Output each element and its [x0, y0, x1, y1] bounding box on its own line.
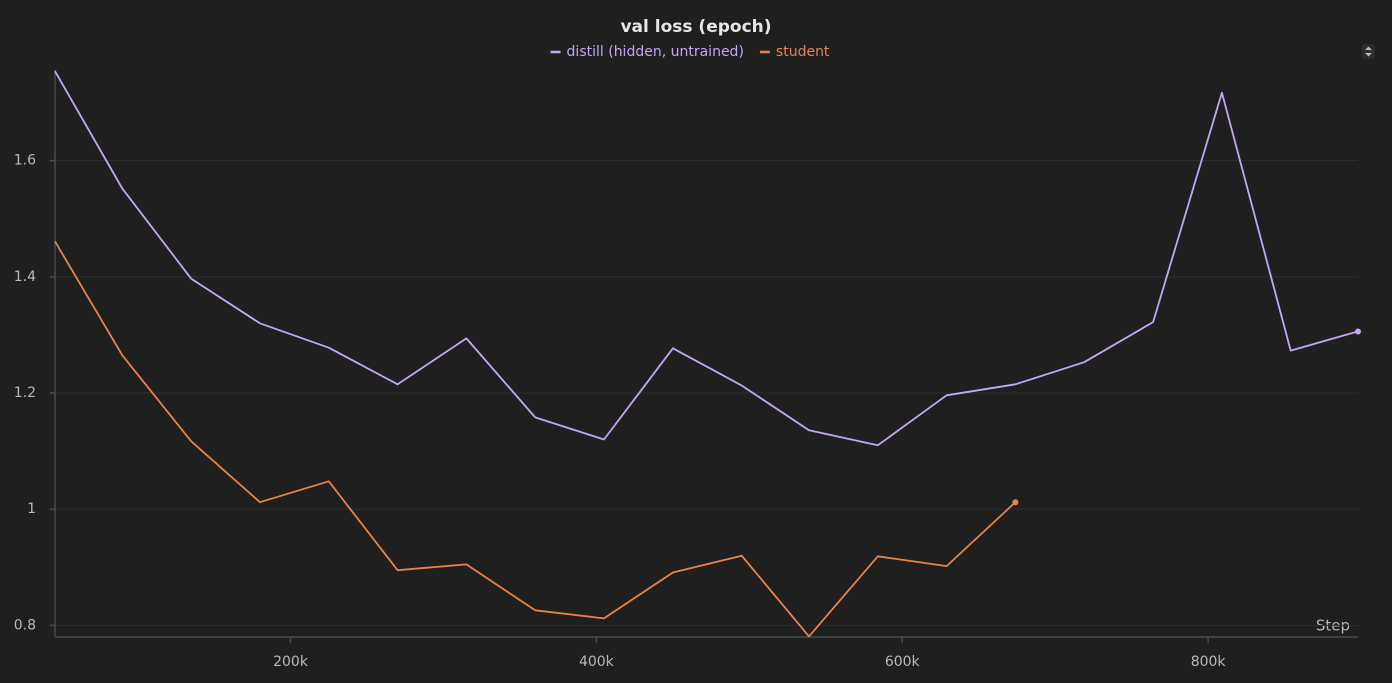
x-tick-label: 200k — [273, 654, 309, 670]
y-tick-label: 1.2 — [14, 385, 36, 401]
x-tick-label: 600k — [885, 654, 921, 670]
y-tick-label: 0.8 — [14, 617, 36, 633]
series-line — [54, 240, 1017, 638]
legend-label: student — [776, 44, 830, 60]
icon-arrows[interactable] — [1365, 46, 1372, 57]
x-tick-label: 800k — [1191, 654, 1227, 670]
y-tick-label: 1.6 — [14, 153, 36, 169]
end-point — [1355, 328, 1361, 335]
legend-label: distill (hidden, untrained) — [567, 44, 744, 60]
icon-bg[interactable] — [1362, 44, 1375, 59]
x-tick-label: 400k — [579, 654, 615, 670]
sort-icon[interactable] — [1362, 44, 1375, 59]
y-tick-label: 1.4 — [14, 269, 36, 285]
y-tick-label: 1 — [27, 501, 36, 517]
end-point — [1012, 499, 1019, 506]
series-line — [54, 70, 1359, 447]
chart-title: val loss (epoch) — [620, 17, 771, 37]
